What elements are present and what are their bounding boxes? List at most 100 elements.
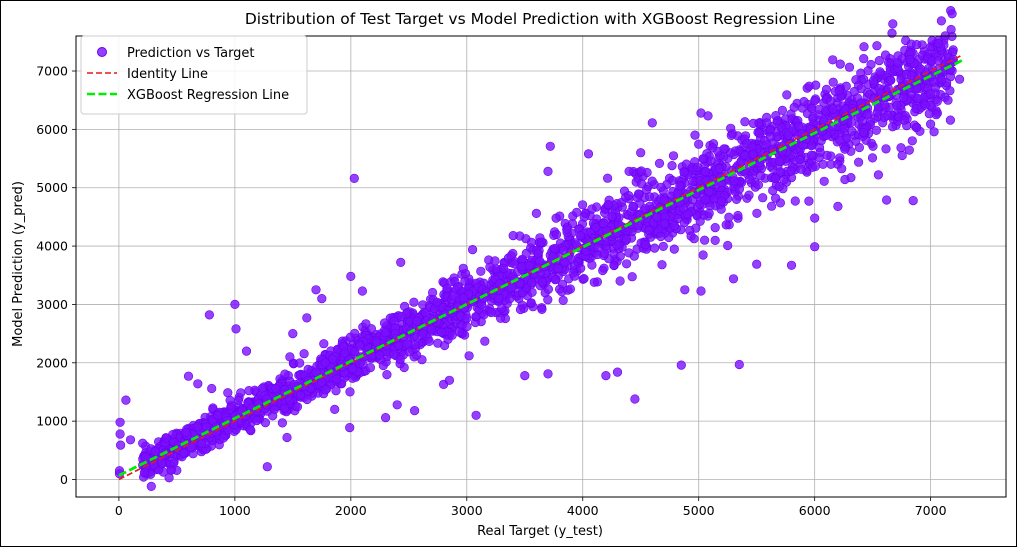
scatter-point: [931, 110, 941, 120]
scatter-point: [744, 190, 754, 200]
scatter-point: [471, 410, 481, 420]
scatter-point: [223, 388, 233, 398]
scatter-point: [647, 118, 657, 128]
scatter-point: [933, 56, 943, 66]
scatter-point: [603, 200, 613, 210]
scatter-point: [426, 325, 436, 335]
scatter-point: [207, 383, 217, 394]
scatter-point: [402, 339, 412, 349]
scatter-point: [576, 263, 586, 273]
scatter-point: [533, 248, 543, 258]
scatter-point: [703, 111, 713, 121]
scatter-point: [698, 154, 708, 164]
scatter-point: [204, 310, 214, 320]
scatter-point: [883, 110, 893, 120]
scatter-point: [821, 84, 832, 94]
scatter-point: [410, 406, 420, 416]
scatter-point: [744, 174, 755, 184]
scatter-point: [640, 240, 651, 250]
scatter-point: [676, 360, 686, 370]
scatter-point: [196, 439, 207, 449]
scatter-point: [551, 213, 561, 223]
scatter-point: [303, 364, 313, 375]
scatter-point: [598, 265, 608, 276]
scatter-point: [543, 166, 553, 176]
scatter-point: [874, 55, 884, 66]
scatter-point: [675, 181, 685, 191]
y-tick-label: 1000: [36, 414, 68, 429]
scatter-point: [192, 422, 202, 432]
scatter-point: [771, 110, 781, 121]
scatter-point: [905, 54, 915, 65]
scatter-point: [490, 256, 500, 266]
scatter-point: [698, 250, 708, 260]
scatter-point: [815, 147, 825, 157]
scatter-point: [679, 167, 689, 177]
scatter-point: [553, 264, 563, 274]
scatter-point: [716, 196, 727, 206]
scatter-point: [480, 336, 490, 346]
regression-line: [118, 58, 964, 477]
scatter-point: [808, 112, 818, 122]
scatter-point: [740, 117, 750, 127]
scatter-point: [640, 204, 650, 214]
scatter-point: [734, 359, 744, 370]
scatter-point: [499, 263, 509, 273]
scatter-point: [943, 95, 953, 105]
scatter-point: [193, 379, 203, 389]
scatter-point: [230, 299, 240, 310]
scatter-point: [583, 149, 594, 159]
scatter-point: [520, 371, 530, 381]
scatter-point: [565, 284, 576, 294]
scatter-point: [121, 395, 131, 405]
scatter-point: [138, 438, 148, 448]
scatter-point: [166, 465, 176, 475]
scatter-point: [601, 371, 611, 381]
y-tick-label: 5000: [36, 180, 68, 195]
scatter-point: [181, 427, 191, 438]
scatter-point: [320, 358, 330, 368]
scatter-point: [515, 304, 526, 315]
scatter-point: [804, 81, 814, 91]
scatter-point: [796, 164, 806, 174]
scatter-point: [330, 404, 340, 415]
scatter-point: [782, 90, 792, 100]
scatter-point: [389, 349, 399, 359]
scatter-point: [139, 468, 149, 478]
scatter-point: [252, 415, 262, 426]
scatter-point: [432, 297, 442, 307]
scatter-point: [244, 386, 254, 396]
scatter-point: [680, 285, 690, 295]
scatter-point: [186, 442, 196, 452]
x-tick-label: 0: [115, 503, 123, 518]
scatter-point: [332, 374, 342, 384]
legend-label-scatter: Prediction vs Target: [127, 46, 255, 61]
scatter-point: [810, 95, 820, 106]
scatter-point: [331, 386, 341, 396]
scatter-point: [471, 312, 481, 322]
scatter-point: [599, 248, 610, 258]
scatter-point: [693, 162, 703, 172]
scatter-point: [636, 179, 647, 189]
scatter-point: [689, 234, 699, 244]
scatter-point: [932, 96, 942, 106]
scatter-point: [241, 346, 252, 356]
scatter-point: [458, 263, 468, 273]
x-tick-label: 1000: [219, 503, 251, 518]
scatter-point: [857, 116, 867, 126]
scatter-point: [844, 62, 855, 72]
scatter-point: [218, 433, 228, 443]
scatter-point: [299, 349, 309, 359]
scatter-point: [828, 55, 838, 65]
scatter-point: [834, 86, 844, 96]
scatter-point: [786, 166, 796, 176]
scatter-point: [607, 211, 617, 221]
scatter-point: [317, 377, 327, 387]
scatter-point: [125, 435, 136, 445]
scatter-point: [669, 221, 680, 231]
scatter-point: [835, 135, 845, 145]
scatter-point: [723, 240, 733, 251]
identity-line: [118, 53, 964, 481]
scatter-point: [424, 336, 434, 347]
scatter-point: [183, 371, 194, 381]
